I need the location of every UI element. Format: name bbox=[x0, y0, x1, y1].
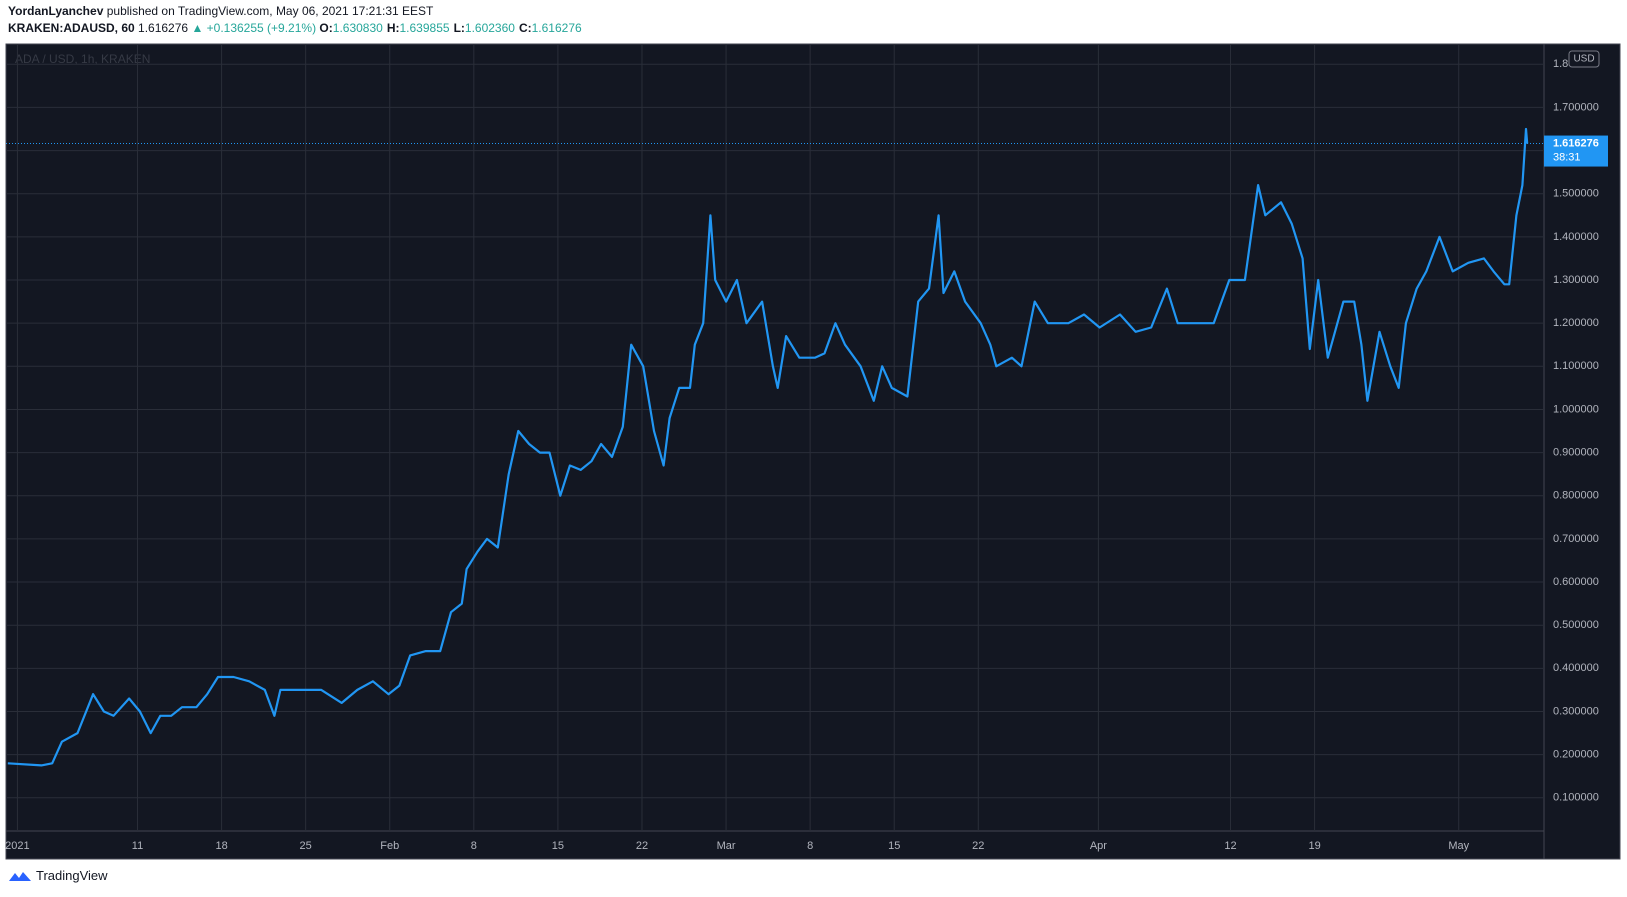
y-tick-label: 0.200000 bbox=[1553, 749, 1599, 761]
price-badge-value: 1.616276 bbox=[1553, 137, 1599, 149]
change: ▲ +0.136255 (+9.21%) bbox=[191, 21, 317, 35]
y-tick-label: 1.000000 bbox=[1553, 403, 1599, 415]
footer: TradingView bbox=[8, 868, 108, 883]
price-badge bbox=[1544, 135, 1608, 167]
chart-background bbox=[5, 43, 1621, 860]
x-tick-label: Apr bbox=[1090, 840, 1107, 852]
x-tick-label: May bbox=[1448, 840, 1469, 852]
y-tick-label: 0.400000 bbox=[1553, 662, 1599, 674]
y-tick-label: 0.600000 bbox=[1553, 576, 1599, 588]
x-tick-label: 18 bbox=[215, 840, 227, 852]
price-line bbox=[7, 127, 1529, 767]
y-tick-label: 0.800000 bbox=[1553, 490, 1599, 502]
currency-label: USD bbox=[1573, 54, 1594, 65]
x-tick-label: 15 bbox=[552, 840, 564, 852]
x-tick-label: 25 bbox=[300, 840, 312, 852]
ohlc-value: 1.602360 bbox=[464, 21, 515, 35]
author: YordanLyanchev bbox=[8, 4, 104, 18]
y-tick-label: 1.700000 bbox=[1553, 101, 1599, 113]
ohlc-label: C: bbox=[518, 21, 532, 35]
y-tick-label: 0.900000 bbox=[1553, 447, 1599, 459]
ohlc-value: 1.630830 bbox=[332, 21, 383, 35]
header-line: YordanLyanchev published on TradingView.… bbox=[8, 4, 433, 18]
ohlc-label: H: bbox=[386, 21, 400, 35]
published: published on TradingView.com, May 06, 20… bbox=[106, 4, 434, 18]
y-tick-label: 1.500000 bbox=[1553, 188, 1599, 200]
x-tick-label: 22 bbox=[636, 840, 648, 852]
y-tick-label: 1.200000 bbox=[1553, 317, 1599, 329]
x-tick-label: 8 bbox=[471, 840, 477, 852]
y-tick-label: 1.100000 bbox=[1553, 360, 1599, 372]
x-tick-label: 12 bbox=[1224, 840, 1236, 852]
y-tick-label: 0.100000 bbox=[1553, 792, 1599, 804]
price-badge-countdown: 38:31 bbox=[1553, 151, 1581, 163]
y-tick-label: 0.300000 bbox=[1553, 705, 1599, 717]
x-tick-label: 19 bbox=[1308, 840, 1320, 852]
symbol: KRAKEN:ADAUSD, 60 bbox=[8, 21, 135, 35]
ohlc-value: 1.616276 bbox=[531, 21, 582, 35]
y-tick-label: 1.400000 bbox=[1553, 231, 1599, 243]
x-tick-label: 22 bbox=[972, 840, 984, 852]
ohlc-value: 1.639855 bbox=[399, 21, 450, 35]
x-tick-label: Feb bbox=[380, 840, 399, 852]
y-tick-label: 0.700000 bbox=[1553, 533, 1599, 545]
x-tick-label: Mar bbox=[717, 840, 736, 852]
ohlc-label: L: bbox=[453, 21, 465, 35]
ohlc-label: O: bbox=[319, 21, 333, 35]
symbol-line: KRAKEN:ADAUSD, 60 1.616276 ▲ +0.136255 (… bbox=[8, 21, 586, 35]
x-tick-label: 15 bbox=[888, 840, 900, 852]
footer-text: TradingView bbox=[36, 868, 108, 883]
watermark: ADA / USD, 1h, KRAKEN bbox=[15, 52, 150, 66]
y-tick-label: 0.500000 bbox=[1553, 619, 1599, 631]
x-tick-label: 11 bbox=[132, 840, 143, 852]
x-tick-label: 8 bbox=[807, 840, 813, 852]
price: 1.616276 bbox=[138, 21, 189, 35]
x-tick-label: 2021 bbox=[5, 840, 29, 852]
logo bbox=[9, 871, 31, 881]
chart: ADA / USD, 1h, KRAKEN 0.100000 0.200000 0.… bbox=[5, 43, 1621, 860]
currency-badge bbox=[1568, 50, 1600, 68]
ohlc: O:1.630830 H:1.639855 L:1.602360 C:1.616276 bbox=[319, 21, 585, 35]
y-tick-label: 1.300000 bbox=[1553, 274, 1599, 286]
